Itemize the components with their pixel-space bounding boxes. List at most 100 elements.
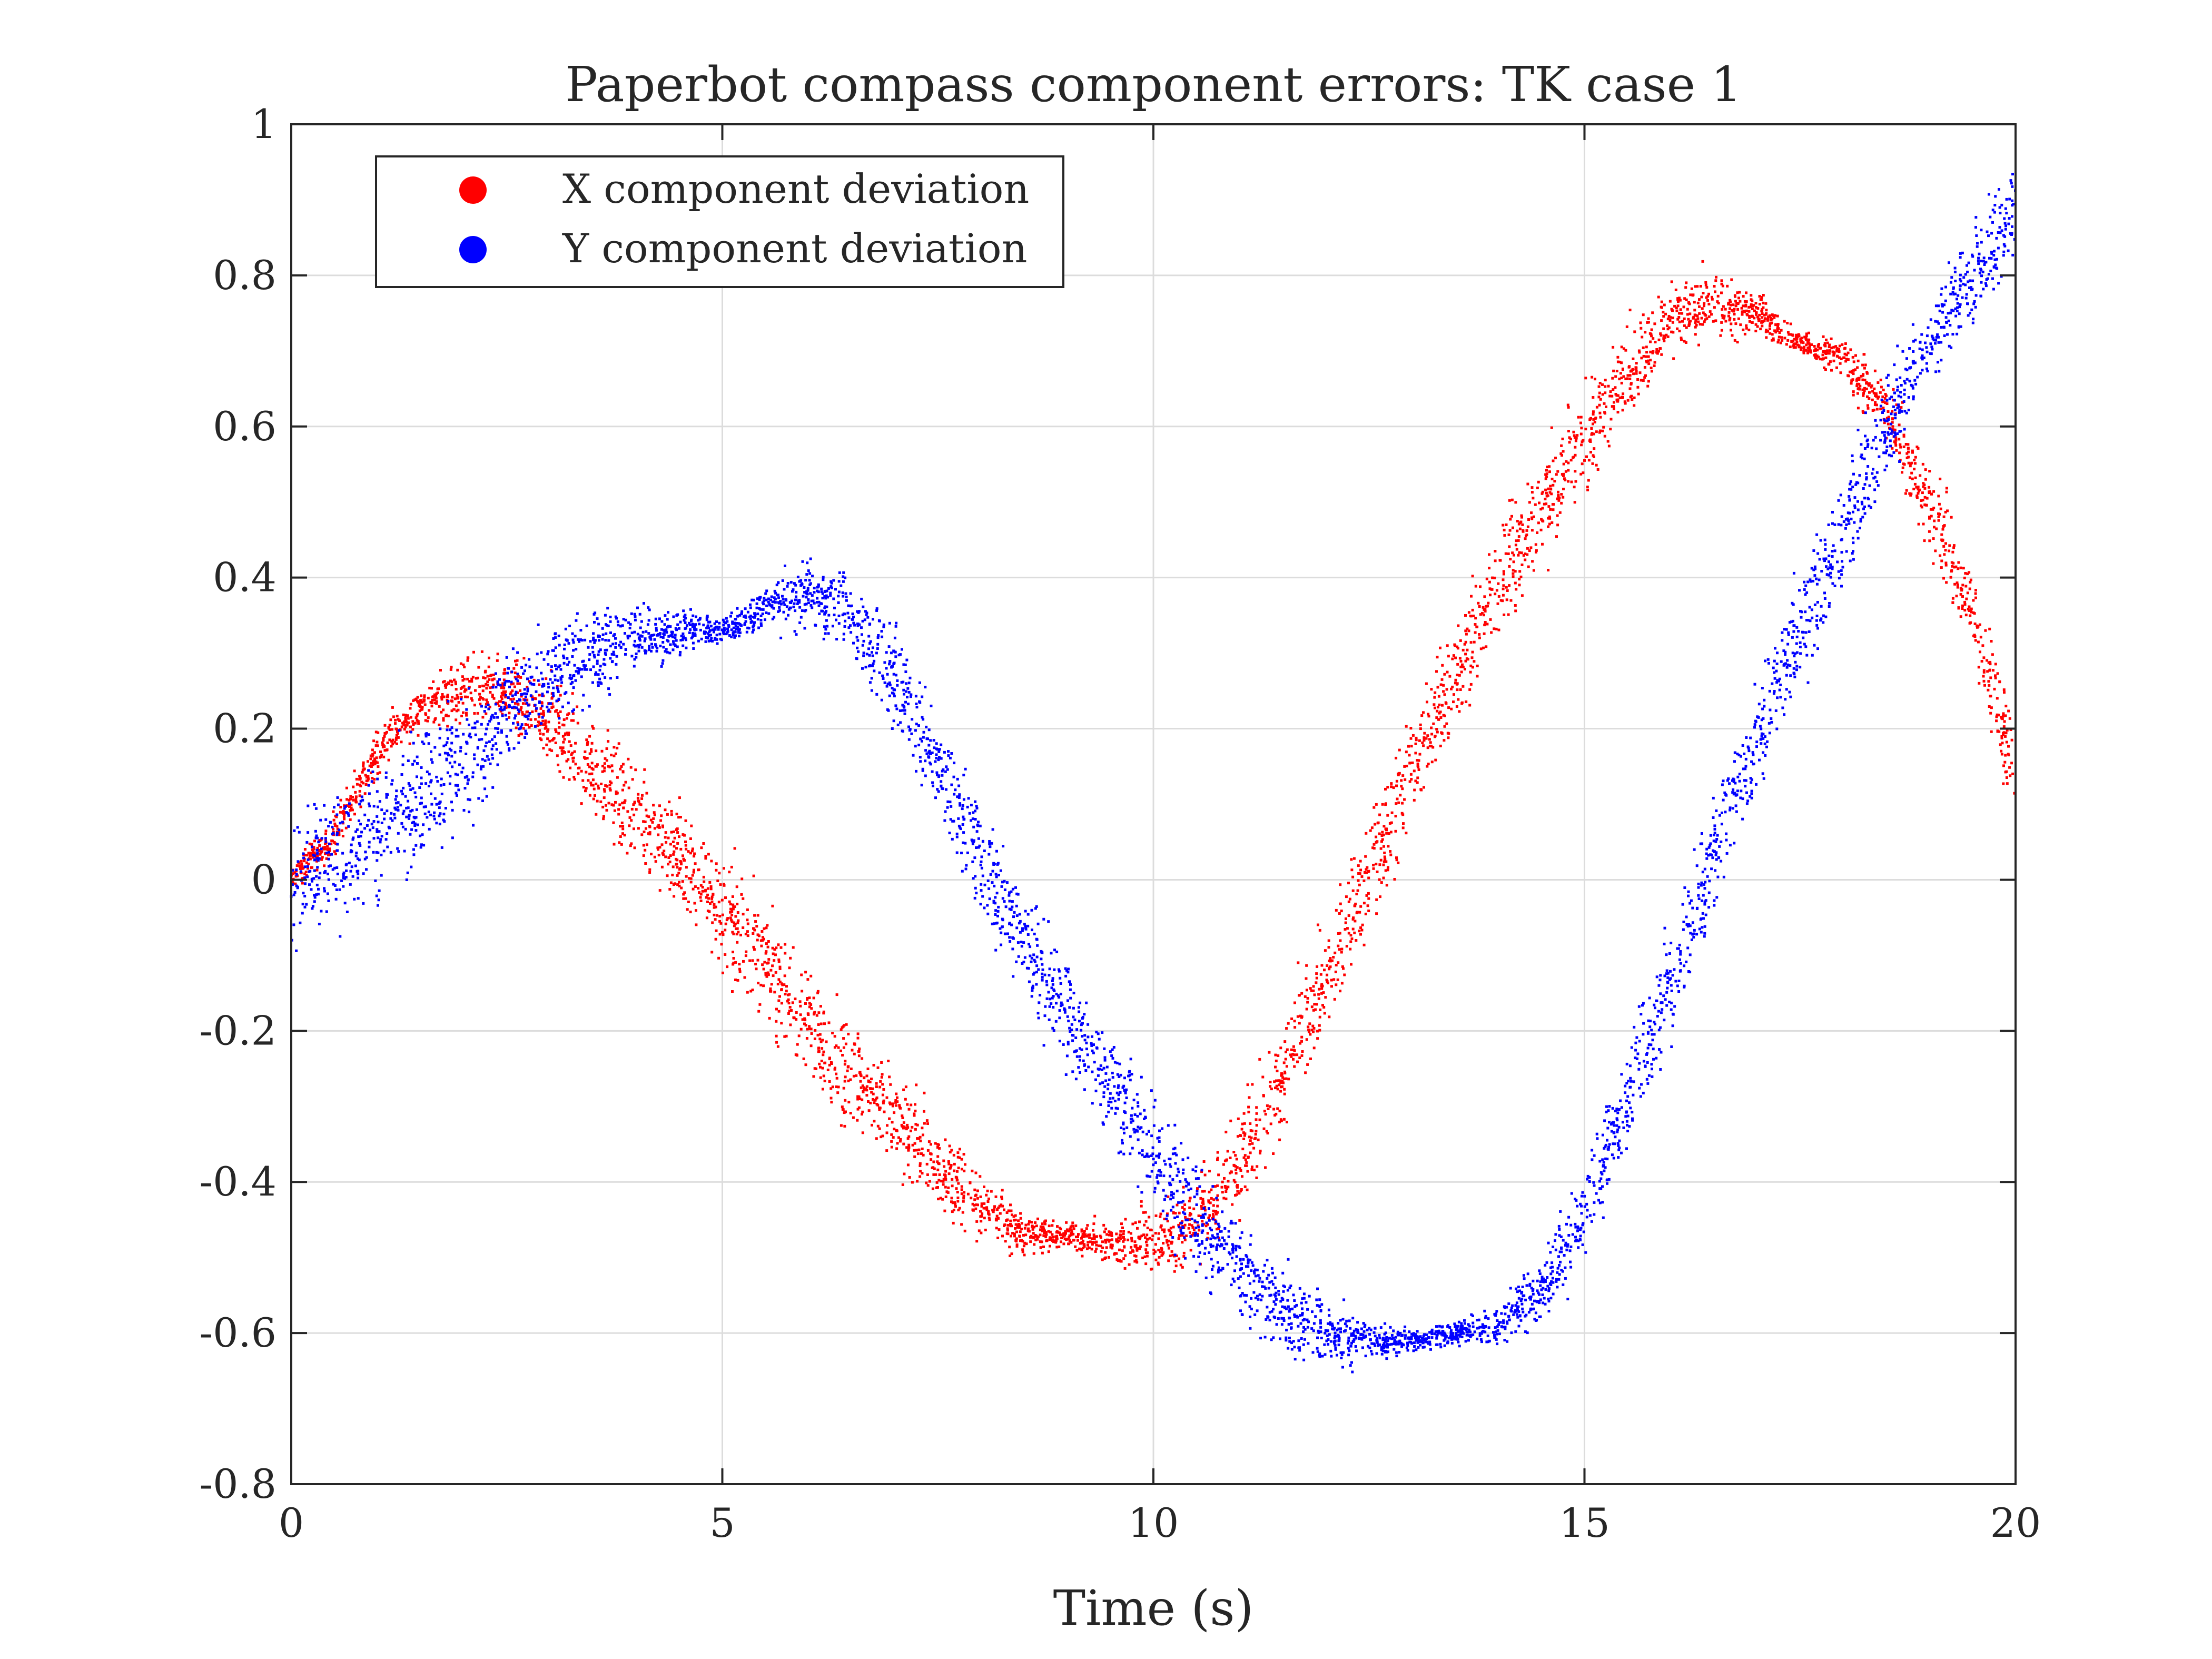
data-point xyxy=(1611,405,1614,408)
data-point xyxy=(1891,425,1894,428)
data-point xyxy=(452,708,456,711)
data-point xyxy=(357,835,360,838)
data-point xyxy=(376,740,379,744)
data-point xyxy=(1148,1216,1151,1219)
data-point xyxy=(841,1108,844,1111)
data-point xyxy=(1641,335,1644,339)
data-point xyxy=(1797,333,1800,336)
data-point xyxy=(1756,325,1759,328)
data-point xyxy=(1749,305,1752,309)
data-point xyxy=(363,792,367,795)
data-point xyxy=(1905,489,1908,492)
data-point xyxy=(391,738,394,742)
data-point xyxy=(1761,316,1764,319)
data-point xyxy=(1703,302,1706,305)
data-point xyxy=(547,728,550,731)
data-point xyxy=(382,744,385,747)
data-point xyxy=(916,1180,919,1183)
data-point xyxy=(1285,1050,1287,1053)
data-point xyxy=(1023,1227,1026,1230)
data-point xyxy=(1507,552,1510,555)
data-point xyxy=(1761,312,1764,315)
data-point xyxy=(1762,306,1765,309)
data-point xyxy=(1644,374,1647,377)
data-point xyxy=(1088,1236,1091,1239)
data-point xyxy=(1955,595,1958,598)
data-point xyxy=(1979,650,1981,654)
data-point xyxy=(2002,733,2005,736)
data-point xyxy=(643,781,646,784)
data-point xyxy=(651,821,654,824)
data-point xyxy=(1616,355,1619,359)
data-point xyxy=(1870,384,1873,387)
data-point xyxy=(1528,549,1531,552)
data-point xyxy=(481,716,485,719)
data-point xyxy=(1459,639,1462,642)
data-point xyxy=(349,795,352,798)
data-point xyxy=(491,695,494,698)
data-point xyxy=(389,718,392,722)
data-point xyxy=(1742,295,1745,298)
data-point xyxy=(606,785,609,788)
data-point xyxy=(1792,344,1795,348)
data-point xyxy=(1476,675,1479,678)
data-point xyxy=(1015,1243,1019,1246)
data-point xyxy=(1598,431,1601,434)
data-point xyxy=(1163,1228,1166,1231)
data-point xyxy=(774,971,777,974)
data-point xyxy=(1716,294,1720,298)
data-point xyxy=(1865,382,1868,385)
data-point xyxy=(1249,1122,1252,1125)
data-point xyxy=(1095,1247,1098,1250)
data-point xyxy=(1358,911,1361,914)
data-point xyxy=(925,1119,929,1122)
data-point xyxy=(828,1058,831,1061)
data-point xyxy=(1154,1243,1157,1246)
data-point xyxy=(1969,621,1972,624)
data-point xyxy=(1632,369,1635,371)
data-point xyxy=(1315,981,1318,984)
data-point xyxy=(882,1099,885,1102)
data-point xyxy=(1051,1236,1054,1239)
data-point xyxy=(466,782,469,785)
data-point xyxy=(303,876,307,880)
data-point xyxy=(1102,1223,1105,1227)
data-point xyxy=(371,826,374,829)
data-point xyxy=(455,709,458,713)
data-point xyxy=(1434,735,1436,738)
data-point xyxy=(369,757,372,761)
data-point xyxy=(1940,566,1943,569)
data-point xyxy=(546,737,549,740)
data-point xyxy=(715,862,718,865)
data-point xyxy=(835,1085,838,1088)
data-point xyxy=(1461,663,1464,666)
data-point xyxy=(1714,319,1717,322)
data-point xyxy=(976,1189,979,1192)
data-point xyxy=(1317,997,1320,1000)
data-point xyxy=(406,871,409,874)
data-point xyxy=(317,858,320,862)
data-point xyxy=(473,722,477,725)
data-point xyxy=(1737,297,1740,300)
data-point xyxy=(454,784,457,787)
data-point xyxy=(1909,493,1912,497)
data-point xyxy=(497,731,500,734)
data-point xyxy=(1956,581,1959,585)
data-point xyxy=(1952,544,1956,547)
data-point xyxy=(868,1081,872,1083)
data-point xyxy=(662,853,665,856)
data-point xyxy=(1541,490,1544,493)
data-point xyxy=(342,873,345,876)
data-point xyxy=(402,786,405,789)
data-point xyxy=(1064,1230,1067,1233)
data-point xyxy=(328,849,331,852)
data-point xyxy=(1251,1142,1254,1145)
data-point xyxy=(411,821,414,824)
data-point xyxy=(992,1210,995,1213)
data-point xyxy=(786,1000,789,1003)
data-point xyxy=(979,1175,982,1178)
data-point xyxy=(1699,285,1702,288)
data-point xyxy=(858,1098,862,1100)
data-point xyxy=(489,718,492,721)
data-point xyxy=(1817,355,1820,359)
